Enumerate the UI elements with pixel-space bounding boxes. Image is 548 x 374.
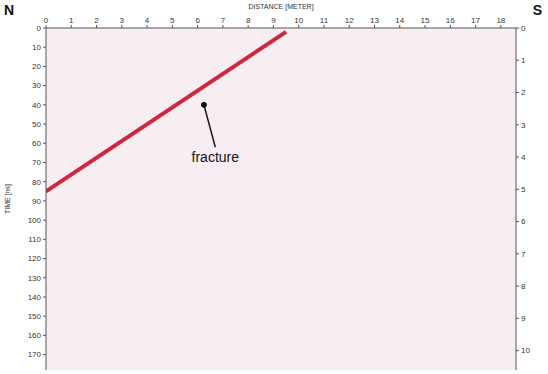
svg-text:TIME [ns]: TIME [ns]: [4, 184, 12, 214]
html-text:N: N: [4, 2, 15, 18]
svg-text:16: 16: [446, 16, 455, 25]
svg-text:8: 8: [246, 16, 251, 25]
svg-text:3: 3: [120, 16, 125, 25]
svg-text:1: 1: [521, 56, 526, 65]
svg-text:20: 20: [32, 62, 41, 71]
svg-text:3: 3: [521, 121, 526, 130]
svg-text:60: 60: [32, 139, 41, 148]
svg-text:12: 12: [345, 16, 354, 25]
svg-text:130: 130: [28, 274, 42, 283]
svg-text:6: 6: [521, 217, 526, 226]
svg-text:10: 10: [521, 346, 530, 355]
svg-text:9: 9: [271, 16, 276, 25]
svg-text:2: 2: [94, 16, 99, 25]
svg-text:10: 10: [294, 16, 303, 25]
svg-text:170: 170: [28, 350, 42, 359]
svg-text:4: 4: [145, 16, 150, 25]
svg-text:90: 90: [32, 197, 41, 206]
svg-text:70: 70: [32, 158, 41, 167]
svg-text:40: 40: [32, 101, 41, 110]
svg-text:50: 50: [32, 120, 41, 129]
svg-text:7: 7: [221, 16, 226, 25]
svg-text:0: 0: [521, 24, 526, 33]
html-text:S: S: [532, 2, 542, 18]
svg-text:17: 17: [471, 16, 480, 25]
svg-text:11: 11: [320, 16, 329, 25]
svg-text:1: 1: [69, 16, 74, 25]
svg-text:100: 100: [28, 216, 42, 225]
svg-text:DISTANCE [METER]: DISTANCE [METER]: [248, 3, 313, 11]
svg-text:5: 5: [170, 16, 175, 25]
svg-text:13: 13: [370, 16, 379, 25]
svg-text:80: 80: [32, 178, 41, 187]
svg-text:4: 4: [521, 153, 526, 162]
svg-text:fracture: fracture: [192, 149, 240, 165]
svg-text:9: 9: [521, 314, 526, 323]
svg-text:2: 2: [521, 88, 526, 97]
svg-text:30: 30: [32, 81, 41, 90]
svg-text:150: 150: [28, 312, 42, 321]
svg-text:6: 6: [195, 16, 200, 25]
svg-text:18: 18: [496, 16, 505, 25]
svg-text:15: 15: [421, 16, 430, 25]
svg-text:0: 0: [37, 24, 42, 33]
svg-text:5: 5: [521, 185, 526, 194]
svg-text:120: 120: [28, 254, 42, 263]
svg-text:7: 7: [521, 250, 526, 259]
svg-text:160: 160: [28, 331, 42, 340]
svg-text:8: 8: [521, 282, 526, 291]
svg-text:14: 14: [395, 16, 404, 25]
svg-text:0: 0: [44, 16, 49, 25]
svg-text:10: 10: [32, 43, 41, 52]
svg-text:110: 110: [28, 235, 41, 244]
svg-text:140: 140: [28, 293, 42, 302]
